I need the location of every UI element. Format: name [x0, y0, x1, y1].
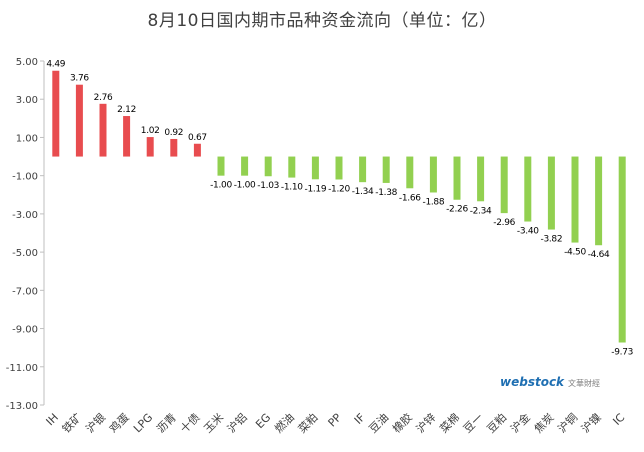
x-tick-label: 沪锌: [413, 410, 438, 435]
data-label: -3.82: [541, 235, 563, 245]
bar: [547, 156, 555, 230]
bar: [382, 156, 390, 183]
data-label: -3.40: [517, 227, 539, 237]
y-tick-label: -7.00: [12, 286, 38, 297]
bar: [52, 70, 60, 157]
data-label: -1.10: [281, 183, 303, 193]
x-tick-label: 燃油: [271, 410, 296, 435]
data-label: 0.92: [164, 128, 183, 138]
bar: [453, 156, 461, 200]
data-label: -1.20: [328, 184, 350, 194]
x-tick-label: EG: [253, 411, 273, 431]
x-tick-label: 沪铜: [555, 410, 580, 435]
y-tick-label: -5.00: [12, 248, 38, 259]
data-label: 2.12: [117, 105, 136, 115]
y-tick-label: -11.00: [6, 363, 38, 374]
bar: [264, 156, 272, 177]
x-tick-label: 豆一: [461, 411, 486, 436]
data-label: -1.34: [352, 187, 374, 197]
y-tick-label: -1.00: [12, 172, 38, 183]
data-label: -2.96: [493, 218, 515, 228]
data-label: -1.38: [375, 188, 397, 198]
bar: [193, 143, 201, 157]
data-label: 3.76: [70, 74, 89, 84]
bar: [359, 156, 367, 183]
bar: [288, 156, 296, 178]
x-tick-label: 鸡蛋: [106, 410, 131, 435]
data-label: -1.03: [257, 181, 279, 191]
bar: [146, 137, 154, 157]
y-tick-label: 5.00: [16, 57, 38, 68]
x-tick-label: 沥青: [154, 411, 179, 436]
y-tick-label: -3.00: [12, 210, 38, 221]
bar-layer: [52, 70, 626, 343]
y-tick-label: 1.00: [16, 133, 38, 144]
x-tick-label: IC: [610, 411, 627, 428]
watermark-brand: webstock: [500, 375, 565, 389]
x-tick-label: 橡胶: [389, 410, 414, 435]
bar: [429, 156, 437, 193]
bar: [477, 156, 485, 202]
x-tick-label: 沪铝: [224, 410, 249, 435]
x-tick-label: 豆粕: [484, 410, 509, 435]
data-label: -1.88: [423, 197, 445, 207]
bar: [524, 156, 532, 222]
data-label: -9.73: [611, 348, 633, 358]
data-label: 2.76: [94, 93, 113, 103]
data-label: -1.00: [210, 181, 232, 191]
x-tick-label: 菜棉: [437, 410, 462, 435]
y-tick-label: -9.00: [12, 325, 38, 336]
x-tick-label: 菜粕: [295, 410, 320, 435]
bar: [217, 156, 225, 176]
x-tick-label: 沪金: [507, 410, 532, 435]
x-tick-label: 十债: [177, 410, 202, 435]
chart-title: 8月10日国内期市品种资金流向（单位：亿）: [147, 11, 497, 31]
bar: [335, 156, 343, 180]
x-tick-label: PP: [326, 411, 345, 430]
data-label: -2.34: [470, 206, 492, 216]
bar: [595, 156, 603, 246]
data-label: -1.00: [234, 181, 256, 191]
x-tick-label: LPG: [131, 411, 155, 435]
data-label: 4.49: [46, 60, 65, 70]
bar: [123, 116, 131, 157]
x-tick-label: 沪镍: [578, 410, 603, 435]
x-tick-label: 铁矿: [60, 411, 85, 436]
bar: [571, 156, 579, 243]
watermark-sub: 文華財經: [568, 379, 601, 388]
x-tick-label: 豆油: [366, 410, 391, 435]
axis-layer: 5.00 3.00 1.00 -1.00 -3.00 -5.00 -7.00 -9.00 -11…: [6, 57, 45, 412]
bar: [311, 156, 319, 180]
x-tick-label: IH: [44, 411, 61, 428]
bar: [618, 156, 626, 343]
watermark-logo: webstock 文華財經: [500, 375, 600, 389]
bar: [99, 103, 107, 157]
data-label: -1.19: [305, 184, 327, 194]
x-tick-label: IF: [352, 411, 368, 427]
data-label: -2.26: [446, 205, 468, 215]
bar: [75, 84, 83, 157]
data-label: -4.50: [564, 248, 586, 258]
data-label: -1.66: [399, 193, 421, 203]
x-tick-label: 焦炭: [532, 411, 557, 436]
data-label: 1.02: [141, 126, 160, 136]
y-tick-label: 3.00: [16, 95, 38, 106]
data-label: 0.67: [188, 133, 207, 143]
data-label: -4.64: [588, 250, 610, 260]
x-tick-label: 玉米: [201, 411, 226, 436]
bar: [500, 156, 508, 214]
x-tick-label: 沪银: [83, 410, 108, 435]
bar: [406, 156, 414, 189]
y-tick-label: -13.00: [6, 401, 38, 412]
bar: [170, 138, 178, 157]
bar: [241, 156, 249, 176]
